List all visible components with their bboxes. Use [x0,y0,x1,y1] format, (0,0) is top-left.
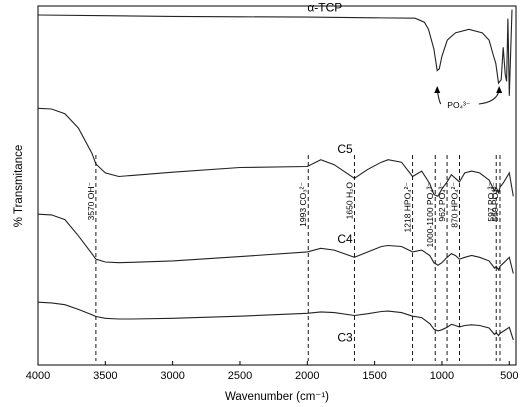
peak-annotations: PO₄³⁻ [434,86,503,110]
x-tick-label: 4000 [26,370,50,382]
annotation-arrow [478,89,500,105]
x-tick-label: 3000 [160,370,184,382]
peak-label: 1218 HPO₄²⁻ [403,181,413,232]
peak-label: 597 PO₄³⁻ [486,182,496,222]
series-line [37,107,514,198]
x-tick-label: 2500 [228,370,252,382]
series-label: C4 [337,232,353,246]
x-tick-label: 3500 [93,370,117,382]
series-line [37,9,513,96]
peak-label: 870 HPO₄²⁻ [449,181,459,227]
series-label: C5 [337,142,353,156]
peak-label: 3570 OH⁻ [86,181,96,220]
x-tick-label: 2000 [295,370,319,382]
x-axis-ticks: 4000 3500 3000 2500 2000 1500 1000 500 [26,361,518,382]
series-line [37,301,514,341]
plot-frame [37,5,517,366]
reference-lines: 3570 OH⁻ 1993 CO₃²⁻ 1650 H₂O 1218 HPO₄²⁻ 100… [86,155,501,361]
series-labels: α-TCP C5 C4 C3 [307,0,353,344]
series-label: C3 [337,331,353,345]
arrowhead [434,86,441,93]
peak-label: 1993 CO₃²⁻ [298,181,308,226]
series-label: α-TCP [307,0,342,14]
series-line [37,213,514,274]
x-tick-label: 500 [500,370,518,382]
arrowhead [496,86,503,93]
x-tick-label: 1500 [362,370,386,382]
peak-label: 1650 H₂O [344,182,354,220]
peak-label: 569 PO₄³⁻ [490,182,500,222]
peak-label: 1000-1100 PO₄³⁻ [425,181,435,247]
po4-annotation-label: PO₄³⁻ [447,100,471,110]
series-curves [37,9,514,341]
peak-label: 962 PO₄³⁻ [437,182,447,222]
y-axis-label: % Transmitance [13,145,25,227]
x-axis-label: Wavenumber (cm⁻¹) [225,391,329,403]
x-tick-label: 1000 [430,370,454,382]
